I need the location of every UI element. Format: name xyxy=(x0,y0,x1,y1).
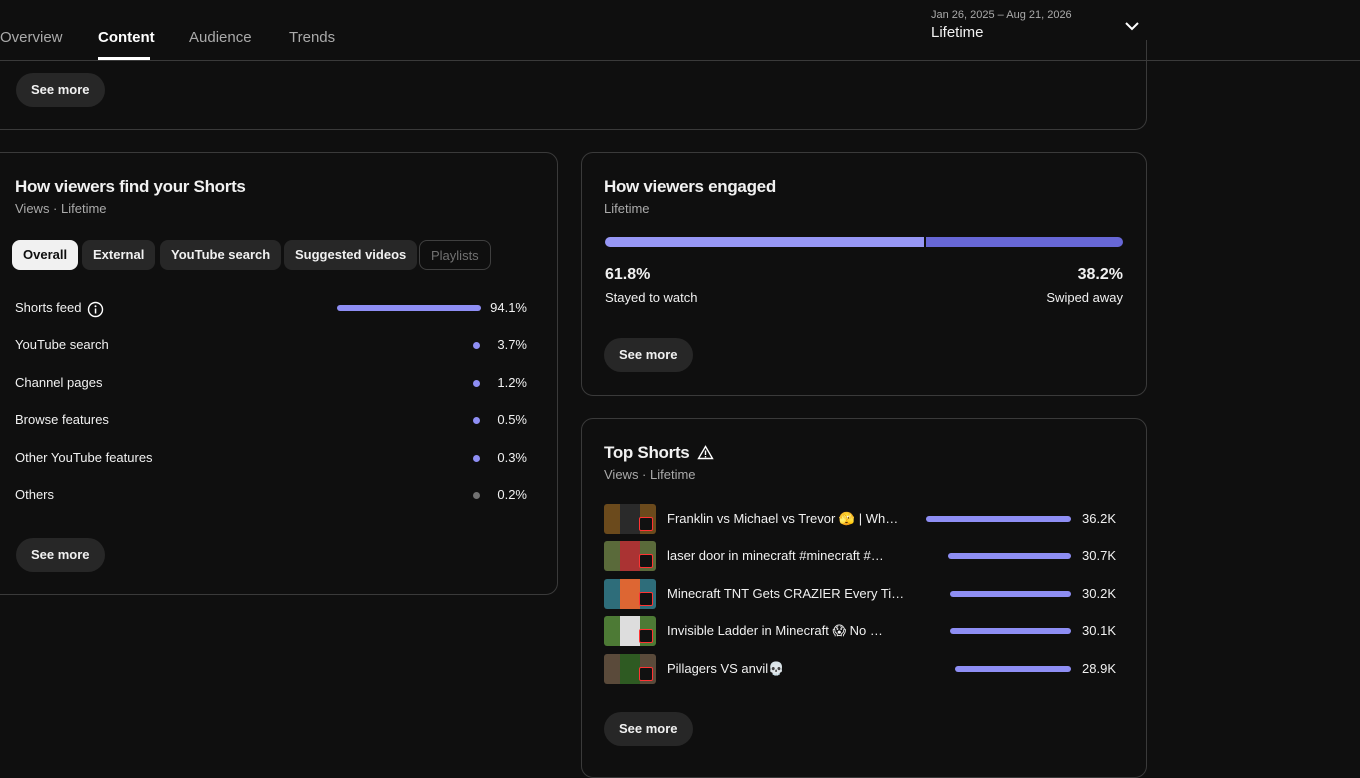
info-icon[interactable] xyxy=(87,301,104,318)
see-more-button[interactable]: See more xyxy=(604,338,693,372)
shorts-badge xyxy=(639,592,653,606)
tab[interactable]: Audience xyxy=(189,29,252,46)
source-dot xyxy=(473,455,480,462)
short-value: 30.7K xyxy=(1082,548,1116,563)
short-bar xyxy=(950,628,1071,634)
thumbnail[interactable] xyxy=(604,654,656,684)
short-value: 30.1K xyxy=(1082,623,1116,638)
header-divider xyxy=(0,60,1360,61)
source-value: 0.5% xyxy=(497,412,527,427)
short-title[interactable]: Franklin vs Michael vs Trevor 🫣 | Wh… xyxy=(667,511,899,526)
source-label: Other YouTube features xyxy=(15,450,153,465)
card-title: How viewers engaged xyxy=(604,177,776,196)
stayed-segment xyxy=(605,237,925,247)
short-bar xyxy=(926,516,1071,522)
thumbnail[interactable] xyxy=(604,579,656,609)
source-value: 3.7% xyxy=(497,337,527,352)
short-value: 28.9K xyxy=(1082,661,1116,676)
source-value: 0.2% xyxy=(497,487,527,502)
short-bar xyxy=(955,666,1071,672)
source-label: YouTube search xyxy=(15,337,109,352)
thumbnail-center xyxy=(620,616,640,646)
short-title[interactable]: Invisible Ladder in Minecraft 😱 No … xyxy=(667,623,883,638)
card-subtitle: Lifetime xyxy=(604,201,650,216)
short-bar xyxy=(950,591,1071,597)
short-title[interactable]: Minecraft TNT Gets CRAZIER Every Ti… xyxy=(667,586,905,601)
stayed-value: 61.8% xyxy=(605,266,651,283)
source-bar xyxy=(337,305,481,311)
warning-icon[interactable] xyxy=(697,445,714,460)
source-dot xyxy=(473,342,480,349)
stayed-label: Stayed to watch xyxy=(605,290,698,305)
thumbnail[interactable] xyxy=(604,616,656,646)
tab[interactable]: Overview xyxy=(0,29,63,46)
thumbnail-center xyxy=(620,654,640,684)
card-subtitle: Views · Lifetime xyxy=(15,201,107,216)
dropdown-icon[interactable] xyxy=(1124,19,1140,33)
short-value: 36.2K xyxy=(1082,511,1116,526)
shorts-badge xyxy=(639,667,653,681)
thumbnail-center xyxy=(620,541,640,571)
filter-chip[interactable]: Playlists xyxy=(419,240,491,270)
source-label: Others xyxy=(15,487,55,502)
source-value: 1.2% xyxy=(497,375,527,390)
short-title[interactable]: laser door in minecraft #minecraft #… xyxy=(667,548,884,563)
swiped-segment xyxy=(926,237,1123,247)
engagement-card xyxy=(581,152,1147,396)
filter-chip[interactable]: Overall xyxy=(12,240,79,270)
short-title[interactable]: Pillagers VS anvil💀 xyxy=(667,661,785,676)
shorts-badge xyxy=(639,517,653,531)
filter-chip[interactable]: YouTube search xyxy=(160,240,282,270)
card-title: Top Shorts xyxy=(604,443,690,462)
shorts-badge xyxy=(639,629,653,643)
top-card xyxy=(0,40,1147,130)
date-range[interactable]: Jan 26, 2025 – Aug 21, 2026 xyxy=(931,9,1072,21)
see-more-button[interactable]: See more xyxy=(16,73,105,107)
filter-chip[interactable]: External xyxy=(82,240,156,270)
short-bar xyxy=(948,553,1071,559)
card-title: How viewers find your Shorts xyxy=(15,177,246,196)
swiped-label: Swiped away xyxy=(1046,290,1123,305)
source-value: 94.1% xyxy=(490,300,527,315)
thumbnail-center xyxy=(620,579,640,609)
tab[interactable]: Trends xyxy=(289,29,336,46)
source-value: 0.3% xyxy=(497,450,527,465)
filter-chip[interactable]: Suggested videos xyxy=(284,240,418,270)
swiped-value: 38.2% xyxy=(1077,266,1123,283)
source-label: Shorts feed xyxy=(15,300,82,315)
source-dot xyxy=(473,380,480,387)
see-more-button[interactable]: See more xyxy=(604,712,693,746)
source-dot xyxy=(473,492,480,499)
thumbnail-center xyxy=(620,504,640,534)
source-dot xyxy=(473,417,480,424)
source-label: Channel pages xyxy=(15,375,103,390)
traffic-card xyxy=(0,152,558,595)
tab[interactable]: Content xyxy=(98,29,155,46)
source-label: Browse features xyxy=(15,412,109,427)
thumbnail[interactable] xyxy=(604,504,656,534)
date-label[interactable]: Lifetime xyxy=(931,24,984,41)
short-value: 30.2K xyxy=(1082,586,1116,601)
card-subtitle: Views · Lifetime xyxy=(604,467,696,482)
thumbnail[interactable] xyxy=(604,541,656,571)
active-tab-indicator xyxy=(98,57,150,60)
shorts-badge xyxy=(639,554,653,568)
see-more-button[interactable]: See more xyxy=(16,538,105,572)
